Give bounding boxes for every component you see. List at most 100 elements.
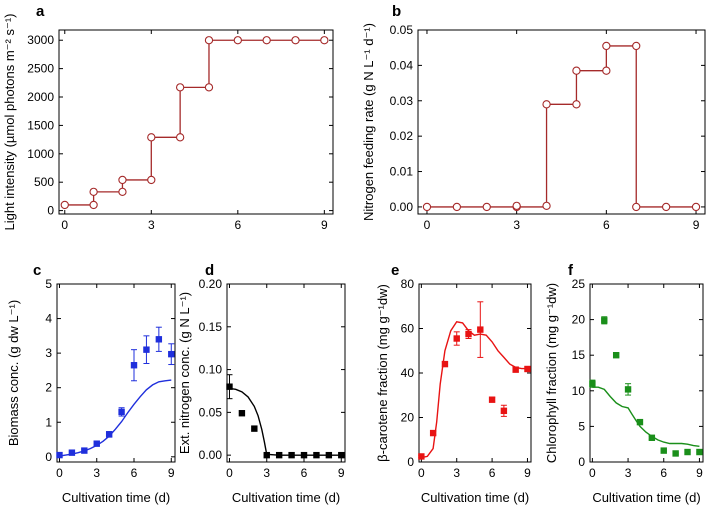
plot-frame <box>226 283 346 463</box>
data-point <box>648 434 656 441</box>
data-point <box>524 365 531 373</box>
x-tick-label: 0 <box>61 218 68 232</box>
data-point <box>477 326 484 333</box>
y-tick-label: 0 <box>47 204 54 218</box>
plot-frame <box>56 283 176 463</box>
data-point <box>68 449 76 456</box>
data-point <box>672 450 679 457</box>
data-point <box>275 451 283 459</box>
x-tick-label: 0 <box>424 218 431 232</box>
x-tick-label: 6 <box>489 466 496 480</box>
data-point <box>488 396 496 403</box>
data-point-marker <box>175 133 185 142</box>
x-tick-label: 3 <box>93 466 100 480</box>
y-axis-label: Chlorophyll fraction (mg g⁻¹dw) <box>544 283 559 463</box>
y-axis-label: Ext. nitrogen conc. (g N L⁻¹) <box>177 292 192 454</box>
data-point <box>263 451 270 459</box>
data-point <box>93 440 100 447</box>
data-point <box>251 425 258 432</box>
data-point-marker <box>262 36 271 45</box>
x-axis-label: Cultivation time (d) <box>592 490 700 505</box>
x-tick-label: 3 <box>453 466 460 480</box>
y-axis-label: Biomass conc. (g dw L⁻¹) <box>6 300 21 446</box>
y-axis-label: Nitrogen feeding rate (g N L⁻¹ d⁻¹) <box>361 23 376 221</box>
panel-letter: a <box>36 3 45 20</box>
data-point-marker <box>204 36 214 45</box>
data-point <box>300 451 308 459</box>
x-tick-label: 3 <box>148 218 155 232</box>
y-tick-label: 2500 <box>27 62 54 76</box>
data-point <box>226 383 233 390</box>
data-point <box>660 447 667 454</box>
y-tick-label: 0 <box>578 455 585 469</box>
data-point-marker <box>118 187 127 197</box>
data-point <box>56 451 63 459</box>
data-point-marker <box>452 202 462 212</box>
model-curve <box>592 386 700 447</box>
y-tick-label: 0 <box>407 455 414 469</box>
data-point <box>636 418 644 426</box>
x-tick-label: 9 <box>524 466 531 480</box>
y-tick-label: 0.10 <box>199 363 223 377</box>
model-curve <box>421 321 528 459</box>
y-tick-label: 20 <box>401 411 415 425</box>
y-tick-label: 0.02 <box>390 129 414 143</box>
y-tick-label: 0 <box>45 450 52 464</box>
y-tick-label: 2000 <box>27 90 54 104</box>
data-point <box>143 346 150 353</box>
plot-frame <box>58 29 334 215</box>
data-point-marker <box>632 41 641 51</box>
data-point-marker <box>60 200 69 210</box>
data-point <box>453 335 460 342</box>
data-point-marker <box>572 66 581 75</box>
panel-letter: b <box>392 3 401 20</box>
data-point-marker <box>542 100 551 109</box>
y-tick-label: 0.20 <box>199 277 223 291</box>
data-point <box>338 451 345 459</box>
data-point-marker <box>89 200 98 210</box>
x-axis-label: Cultivation time (d) <box>232 490 340 505</box>
data-point-marker <box>542 201 551 211</box>
x-tick-label: 0 <box>226 466 233 480</box>
panel-a: a 0 3 6 9 0 500 1000 1500 2000 2500 3000 Light inten… <box>2 3 334 232</box>
x-axis-label: Cultivation time (d) <box>62 490 170 505</box>
y-tick-label: 0.04 <box>390 58 414 72</box>
data-point-marker <box>175 83 185 92</box>
x-tick-label: 9 <box>338 466 345 480</box>
panel-letter: f <box>568 262 574 279</box>
x-tick-label: 0 <box>56 466 63 480</box>
x-tick-label: 6 <box>660 466 667 480</box>
model-curve <box>59 379 172 457</box>
data-point <box>168 350 175 358</box>
y-tick-label: 15 <box>572 348 586 362</box>
y-tick-label: 20 <box>572 313 586 327</box>
y-tick-label: 1000 <box>27 147 54 161</box>
data-point <box>325 451 333 459</box>
data-point-marker <box>147 175 156 185</box>
data-point-marker <box>602 66 611 75</box>
x-tick-label: 3 <box>263 466 270 480</box>
model-curve <box>229 387 342 456</box>
y-tick-label: 0.00 <box>390 200 414 214</box>
data-point-marker <box>233 36 242 45</box>
y-tick-label: 2 <box>45 381 52 395</box>
x-tick-label: 0 <box>589 466 596 480</box>
plot-frame <box>417 29 706 215</box>
data-point-marker <box>422 202 432 212</box>
x-tick-label: 9 <box>693 218 700 232</box>
x-tick-label: 6 <box>131 466 138 480</box>
y-tick-label: 0.05 <box>199 405 223 419</box>
data-point-marker <box>691 202 701 212</box>
data-point <box>155 336 163 343</box>
data-point-marker <box>572 100 581 109</box>
data-point <box>512 366 519 373</box>
data-point <box>696 448 703 456</box>
y-tick-label: 1500 <box>27 118 54 132</box>
data-point <box>589 380 596 387</box>
panel-f: f 0 3 6 9 0 5 10 15 20 25 Cultivation time (d) Chlor… <box>544 262 704 505</box>
y-axis-label: Light intensity (µmol photons m⁻² s⁻¹) <box>2 13 17 230</box>
y-tick-label: 1 <box>45 415 52 429</box>
y-tick-label: 3000 <box>27 33 54 47</box>
data-point-marker <box>632 202 641 212</box>
